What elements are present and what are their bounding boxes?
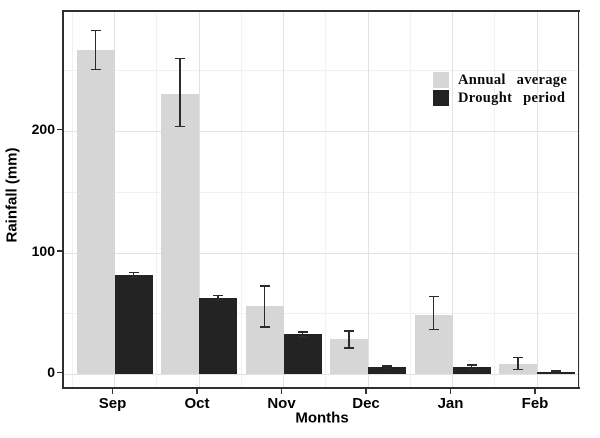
y-axis-tick xyxy=(57,128,62,131)
x-axis-tick xyxy=(111,389,114,394)
gridline-major-horizontal xyxy=(64,252,578,254)
legend-swatch-drought-period xyxy=(433,90,449,106)
errorbar-feb-drought-period-cap-bottom xyxy=(551,372,561,375)
bar-oct-drought-period xyxy=(199,297,237,375)
y-axis-tick xyxy=(57,250,62,252)
errorbar-jan-drought-period-cap-bottom xyxy=(466,368,477,371)
errorbar-nov-drought-period-cap-top xyxy=(297,331,308,333)
x-tick-label-oct: Oct xyxy=(184,395,210,412)
gridline-major-vertical xyxy=(367,12,369,387)
gridline-major-vertical xyxy=(283,12,284,387)
gridline-minor-vertical xyxy=(71,12,73,387)
bar-nov-drought-period xyxy=(283,334,322,375)
y-tick-label: 0 xyxy=(47,364,55,380)
bar-sep-drought-period xyxy=(114,274,153,375)
bar-dec-drought-period xyxy=(368,367,406,375)
errorbar-sep-drought-period-line xyxy=(132,272,135,278)
errorbar-sep-annual-average-cap-top xyxy=(90,29,101,32)
gridline-major-horizontal xyxy=(64,374,578,375)
gridline-minor-vertical xyxy=(156,12,158,387)
errorbar-jan-annual-average-cap-bottom xyxy=(428,328,439,331)
gridline-minor-vertical xyxy=(494,12,496,387)
gridline-major-vertical xyxy=(114,12,115,387)
y-tick-label: 100 xyxy=(31,242,55,259)
errorbar-oct-drought-period-cap-bottom xyxy=(213,299,223,302)
errorbar-oct-drought-period-cap-top xyxy=(213,294,223,297)
errorbar-nov-drought-period-cap-bottom xyxy=(297,336,308,338)
x-axis-tick xyxy=(365,389,367,394)
errorbar-feb-annual-average-cap-bottom xyxy=(513,368,523,371)
errorbar-jan-annual-average-cap-top xyxy=(428,295,439,298)
gridline-minor-horizontal xyxy=(64,313,578,315)
gridline-major-horizontal xyxy=(64,131,578,132)
legend: Annual average Drought period xyxy=(433,72,567,108)
errorbar-dec-drought-period-cap-top xyxy=(382,365,392,367)
errorbar-oct-annual-average-line xyxy=(179,58,181,127)
x-tick-label-sep: Sep xyxy=(98,395,127,412)
errorbar-nov-annual-average-cap-top xyxy=(259,285,270,287)
errorbar-oct-annual-average-cap-bottom xyxy=(175,125,185,128)
errorbar-dec-annual-average-cap-bottom xyxy=(344,347,354,349)
y-axis-tick xyxy=(57,371,62,374)
legend-label-annual-average: Annual average xyxy=(458,71,568,88)
bar-sep-annual-average xyxy=(76,50,115,375)
x-axis-tick xyxy=(449,389,452,394)
gridline-major-vertical xyxy=(452,12,453,387)
legend-swatch-annual-average xyxy=(433,72,449,88)
gridline-major-vertical xyxy=(536,12,538,387)
y-tick-label: 200 xyxy=(31,121,55,137)
errorbar-nov-annual-average-line xyxy=(263,285,266,328)
bar-oct-annual-average xyxy=(161,93,199,375)
plot-panel xyxy=(62,10,580,389)
bar-jan-drought-period xyxy=(452,367,491,375)
legend-item-drought-period: Drought period xyxy=(433,90,567,106)
errorbar-feb-annual-average-cap-top xyxy=(513,356,523,359)
gridline-minor-vertical xyxy=(409,12,411,387)
gridline-minor-vertical xyxy=(325,12,327,387)
errorbar-sep-annual-average-cap-bottom xyxy=(90,68,101,71)
gridline-major-vertical xyxy=(198,12,200,387)
errorbar-oct-drought-period-line xyxy=(217,295,219,301)
errorbar-dec-drought-period-cap-bottom xyxy=(382,367,392,370)
gridline-minor-vertical xyxy=(240,12,242,387)
x-tick-label-nov: Nov xyxy=(267,395,296,412)
gridline-minor-horizontal xyxy=(64,70,578,72)
errorbar-jan-drought-period-line xyxy=(470,364,473,370)
x-axis-title: Months xyxy=(295,409,349,427)
x-tick-label-jan: Jan xyxy=(437,395,464,412)
x-tick-label-dec: Dec xyxy=(352,395,380,412)
legend-label-drought-period: Drought period xyxy=(458,89,566,106)
errorbar-feb-drought-period-line xyxy=(555,370,557,374)
errorbar-nov-annual-average-cap-bottom xyxy=(259,326,270,328)
errorbar-dec-annual-average-line xyxy=(348,330,350,348)
y-axis-title: Rainfall (mm) xyxy=(3,147,21,243)
errorbar-jan-drought-period-cap-top xyxy=(466,364,477,366)
x-axis-tick xyxy=(196,389,198,394)
gridline-minor-horizontal xyxy=(64,191,578,193)
x-axis-tick xyxy=(534,389,536,394)
errorbar-feb-drought-period-cap-top xyxy=(551,370,561,372)
errorbar-dec-drought-period-line xyxy=(386,365,388,369)
errorbar-sep-drought-period-cap-bottom xyxy=(128,276,139,279)
errorbar-dec-annual-average-cap-top xyxy=(344,330,354,332)
errorbar-sep-drought-period-cap-top xyxy=(128,271,139,274)
errorbar-oct-annual-average-cap-top xyxy=(175,57,185,60)
errorbar-feb-annual-average-line xyxy=(517,357,519,370)
x-axis-tick xyxy=(280,389,283,394)
gridline-minor-vertical xyxy=(578,12,580,387)
errorbar-nov-drought-period-line xyxy=(301,331,304,337)
x-tick-label-feb: Feb xyxy=(521,395,549,412)
errorbar-sep-annual-average-line xyxy=(94,30,97,70)
errorbar-jan-annual-average-line xyxy=(432,296,435,330)
legend-item-annual-average: Annual average xyxy=(433,72,567,88)
